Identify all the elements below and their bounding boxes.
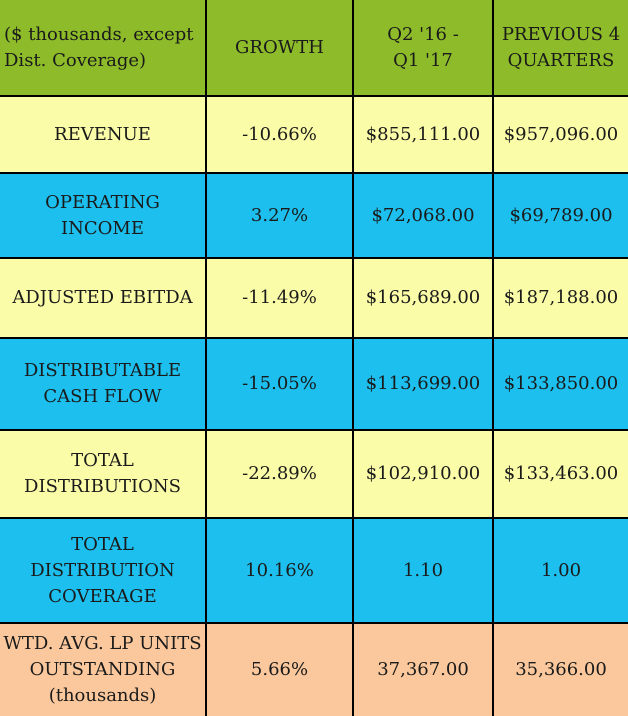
row-label-total-distribution-coverage: TOTAL DISTRIBUTION COVERAGE [0, 519, 205, 622]
previous-total-distribution-coverage: 1.00 [494, 519, 628, 622]
row-label-distributable-cash-flow: DISTRIBUTABLE CASH FLOW [0, 339, 205, 429]
current-distributable-cash-flow: $113,699.00 [354, 339, 492, 429]
growth-distributable-cash-flow: -15.05% [207, 339, 352, 429]
previous-wtd-avg-lp-units: 35,366.00 [494, 624, 628, 716]
growth-revenue: -10.66% [207, 97, 352, 172]
growth-adjusted-ebitda: -11.49% [207, 259, 352, 337]
row-label-adjusted-ebitda: ADJUSTED EBITDA [0, 259, 205, 337]
row-label-operating-income: OPERATING INCOME [0, 174, 205, 257]
header-current-period: Q2 '16 - Q1 '17 [354, 0, 492, 95]
current-adjusted-ebitda: $165,689.00 [354, 259, 492, 337]
current-operating-income: $72,068.00 [354, 174, 492, 257]
row-label-revenue: REVENUE [0, 97, 205, 172]
current-wtd-avg-lp-units: 37,367.00 [354, 624, 492, 716]
previous-adjusted-ebitda: $187,188.00 [494, 259, 628, 337]
current-revenue: $855,111.00 [354, 97, 492, 172]
growth-total-distribution-coverage: 10.16% [207, 519, 352, 622]
row-label-wtd-avg-lp-units: WTD. AVG. LP UNITS OUTSTANDING (thousand… [0, 624, 205, 716]
header-units-label: ($ thousands, except Dist. Coverage) [0, 0, 205, 95]
growth-operating-income: 3.27% [207, 174, 352, 257]
header-previous-period: PREVIOUS 4 QUARTERS [494, 0, 628, 95]
previous-total-distributions: $133,463.00 [494, 431, 628, 517]
growth-total-distributions: -22.89% [207, 431, 352, 517]
previous-revenue: $957,096.00 [494, 97, 628, 172]
previous-distributable-cash-flow: $133,850.00 [494, 339, 628, 429]
current-total-distribution-coverage: 1.10 [354, 519, 492, 622]
header-growth: GROWTH [207, 0, 352, 95]
current-total-distributions: $102,910.00 [354, 431, 492, 517]
row-label-total-distributions: TOTAL DISTRIBUTIONS [0, 431, 205, 517]
previous-operating-income: $69,789.00 [494, 174, 628, 257]
growth-wtd-avg-lp-units: 5.66% [207, 624, 352, 716]
